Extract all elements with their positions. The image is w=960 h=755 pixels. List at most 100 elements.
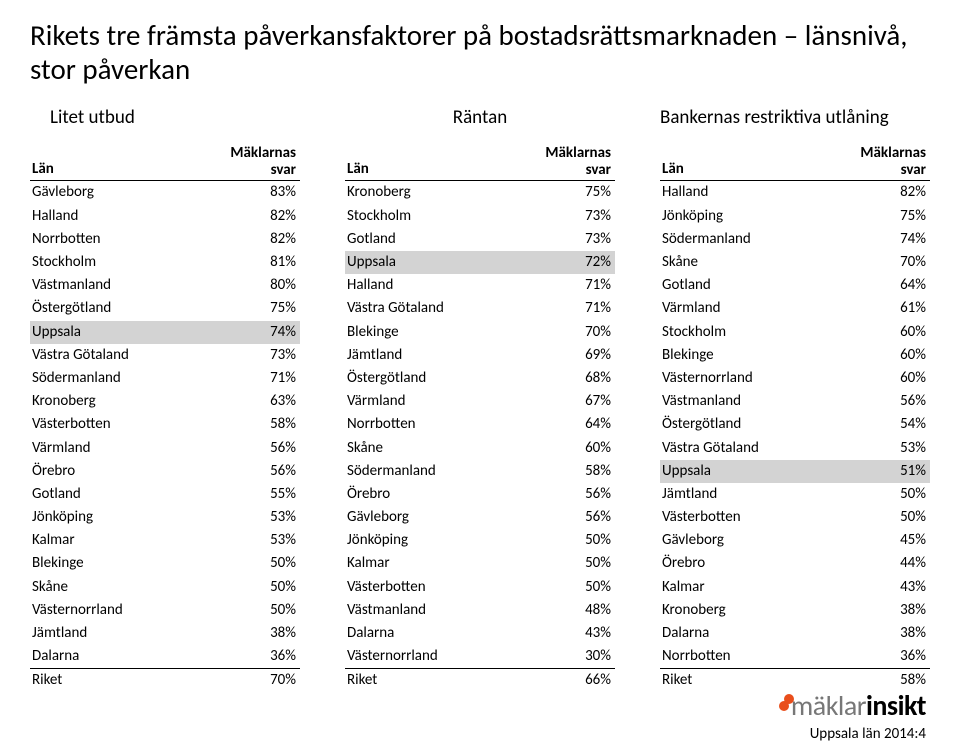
cell-pct: 53%: [189, 529, 300, 552]
table-row: Västmanland56%: [660, 390, 930, 413]
cell-lan: Södermanland: [30, 367, 189, 390]
table-row: Uppsala72%: [345, 251, 615, 274]
cell-lan: Norrbotten: [345, 413, 504, 436]
cell-pct: 71%: [189, 367, 300, 390]
cell-pct: 38%: [189, 622, 300, 645]
table-row: Blekinge70%: [345, 321, 615, 344]
cell-pct: 30%: [504, 645, 615, 669]
cell-lan: Norrbotten: [660, 645, 819, 669]
cell-pct: 74%: [819, 228, 930, 251]
data-table: LänMäklarnassvarGävleborg83%Halland82%No…: [30, 143, 300, 692]
cell-lan: Blekinge: [660, 344, 819, 367]
cell-lan: Värmland: [345, 390, 504, 413]
cell-pct: 70%: [819, 251, 930, 274]
cell-pct: 56%: [504, 506, 615, 529]
cell-pct: 54%: [819, 413, 930, 436]
cell-pct: 48%: [504, 599, 615, 622]
cell-lan: Blekinge: [345, 321, 504, 344]
cell-lan: Gotland: [30, 483, 189, 506]
cell-pct: 73%: [504, 228, 615, 251]
table-row: Kronoberg38%: [660, 599, 930, 622]
th-lan: Län: [660, 143, 819, 181]
cell-lan: Östergötland: [660, 413, 819, 436]
cell-pct: 60%: [819, 367, 930, 390]
cell-lan: Östergötland: [345, 367, 504, 390]
cell-pct: 67%: [504, 390, 615, 413]
cell-pct: 36%: [819, 645, 930, 669]
cell-lan: Jämtland: [30, 622, 189, 645]
footer: mäklarinsikt Uppsala län 2014:4: [779, 688, 926, 743]
table-row: Halland71%: [345, 274, 615, 297]
table-row: Östergötland75%: [30, 297, 300, 320]
cell-lan: Kalmar: [345, 552, 504, 575]
table-row: Södermanland74%: [660, 228, 930, 251]
cell-pct: 73%: [504, 205, 615, 228]
th-svar: Mäklarnassvar: [504, 143, 615, 181]
cell-pct: 72%: [504, 251, 615, 274]
cell-lan: Örebro: [30, 460, 189, 483]
cell-lan: Halland: [660, 181, 819, 205]
table-row: Jämtland50%: [660, 483, 930, 506]
table-row: Jämtland38%: [30, 622, 300, 645]
cell-pct: 53%: [189, 506, 300, 529]
table-row: Västernorrland30%: [345, 645, 615, 669]
table-row: Örebro56%: [345, 483, 615, 506]
brand-logo: mäklarinsikt: [779, 688, 926, 723]
table-column: RäntanLänMäklarnassvarKronoberg75%Stockh…: [345, 106, 615, 692]
cell-lan: Stockholm: [660, 321, 819, 344]
brand-dot-icon: [779, 701, 789, 711]
cell-lan: Norrbotten: [30, 228, 189, 251]
cell-lan: Gävleborg: [660, 529, 819, 552]
data-table: LänMäklarnassvarHalland82%Jönköping75%Sö…: [660, 143, 930, 692]
cell-lan: Kalmar: [30, 529, 189, 552]
cell-pct: 71%: [504, 274, 615, 297]
table-row: Skåne60%: [345, 437, 615, 460]
table-total-row: Riket66%: [345, 669, 615, 693]
cell-pct: 43%: [819, 576, 930, 599]
cell-pct: 56%: [504, 483, 615, 506]
cell-lan: Västra Götaland: [345, 297, 504, 320]
brand-part1: mäklar: [791, 688, 866, 723]
table-row: Södermanland71%: [30, 367, 300, 390]
cell-pct: 44%: [819, 552, 930, 575]
table-row: Västernorrland60%: [660, 367, 930, 390]
cell-pct: 75%: [819, 205, 930, 228]
table-row: Blekinge50%: [30, 552, 300, 575]
cell-lan: Västernorrland: [660, 367, 819, 390]
cell-pct: 60%: [504, 437, 615, 460]
cell-lan: Östergötland: [30, 297, 189, 320]
cell-pct: 38%: [819, 599, 930, 622]
cell-pct: 56%: [819, 390, 930, 413]
cell-lan: Skåne: [345, 437, 504, 460]
cell-lan: Dalarna: [30, 645, 189, 669]
cell-pct: 45%: [819, 529, 930, 552]
cell-lan: Uppsala: [345, 251, 504, 274]
table-row: Jönköping75%: [660, 205, 930, 228]
cell-pct: 82%: [819, 181, 930, 205]
cell-pct: 50%: [189, 599, 300, 622]
th-svar: Mäklarnassvar: [819, 143, 930, 181]
column-heading: Räntan: [345, 106, 615, 129]
cell-lan: Gotland: [345, 228, 504, 251]
table-row: Gävleborg83%: [30, 181, 300, 205]
table-row: Norrbotten36%: [660, 645, 930, 669]
cell-lan: Skåne: [660, 251, 819, 274]
cell-lan: Jönköping: [660, 205, 819, 228]
table-row: Dalarna43%: [345, 622, 615, 645]
table-row: Stockholm73%: [345, 205, 615, 228]
table-row: Östergötland68%: [345, 367, 615, 390]
cell-pct: 53%: [819, 437, 930, 460]
table-row: Västmanland48%: [345, 599, 615, 622]
cell-lan: Kronoberg: [30, 390, 189, 413]
tables-container: Litet utbudLänMäklarnassvarGävleborg83%H…: [30, 106, 930, 692]
cell-lan: Västerbotten: [30, 413, 189, 436]
table-row: Gotland64%: [660, 274, 930, 297]
th-lan: Län: [345, 143, 504, 181]
cell-lan: Blekinge: [30, 552, 189, 575]
table-row: Jämtland69%: [345, 344, 615, 367]
cell-pct: 43%: [504, 622, 615, 645]
cell-pct: 50%: [189, 552, 300, 575]
table-row: Stockholm60%: [660, 321, 930, 344]
cell-lan: Jönköping: [30, 506, 189, 529]
cell-pct: 50%: [189, 576, 300, 599]
